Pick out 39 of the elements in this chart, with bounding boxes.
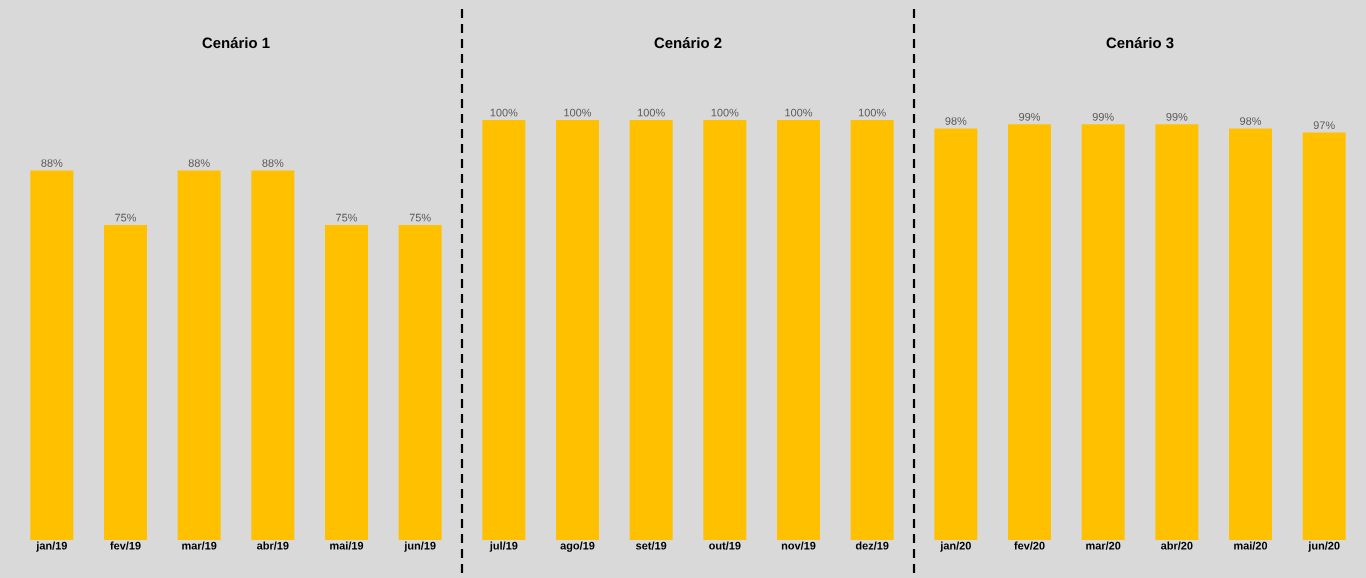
x-tick-label: jan/19 <box>36 541 67 552</box>
data-label: 98% <box>1240 117 1262 125</box>
data-label: 100% <box>564 108 592 117</box>
x-tick-label: abr/19 <box>257 541 289 550</box>
x-tick-label: abr/20 <box>1161 541 1193 550</box>
x-tick-label: jan/20 <box>940 541 971 552</box>
x-tick-label: nov/19 <box>781 541 816 550</box>
data-label: 75% <box>115 213 137 222</box>
chart-title: Cenário 1 <box>202 37 270 49</box>
data-label: 100% <box>785 108 813 117</box>
data-label: 75% <box>409 213 431 222</box>
chart-title: Cenário 2 <box>654 37 722 49</box>
x-tick-label: jun/19 <box>404 541 436 552</box>
data-label: 75% <box>336 213 358 222</box>
x-tick-label: mai/19 <box>330 541 364 550</box>
x-tick-label: fev/19 <box>110 541 141 550</box>
x-tick-label: dez/19 <box>855 541 889 550</box>
x-tick-label: jun/20 <box>1308 541 1340 552</box>
x-tick-label: set/19 <box>636 541 667 550</box>
data-label: 88% <box>41 159 63 167</box>
x-tick-label: mar/19 <box>182 541 217 550</box>
x-tick-label: mai/20 <box>1234 541 1268 550</box>
data-label: 88% <box>262 159 284 167</box>
data-label: 100% <box>711 108 739 117</box>
data-label: 98% <box>945 117 967 125</box>
data-label: 99% <box>1092 112 1114 121</box>
data-label: 88% <box>188 159 210 167</box>
x-tick-label: out/19 <box>709 541 741 550</box>
x-tick-label: mar/20 <box>1086 541 1121 550</box>
data-label: 100% <box>858 108 886 117</box>
chart-title: Cenário 3 <box>1106 37 1174 49</box>
data-label: 99% <box>1019 112 1041 121</box>
data-label: 100% <box>490 108 518 117</box>
data-label: 97% <box>1313 121 1335 130</box>
data-label: 99% <box>1166 112 1188 121</box>
x-tick-label: jul/19 <box>489 541 518 552</box>
x-tick-label: ago/19 <box>560 541 595 552</box>
data-label: 100% <box>637 108 665 117</box>
x-tick-label: fev/20 <box>1014 541 1045 550</box>
